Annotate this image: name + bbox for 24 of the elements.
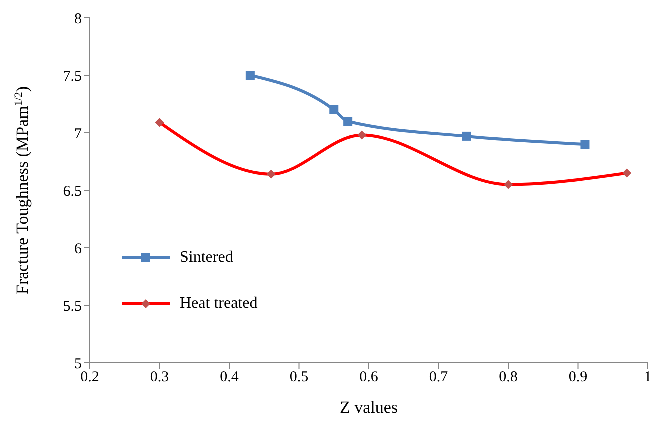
point: [462, 132, 472, 141]
x-tick-label: 0.4: [220, 370, 240, 386]
x-tick-label: 1: [644, 370, 651, 386]
x-tick-label: 0.9: [568, 370, 588, 386]
point: [580, 140, 590, 149]
legend-label: Sintered: [180, 249, 234, 267]
y-tick-label: 7.5: [63, 68, 82, 85]
x-axis-title: Z values: [340, 398, 398, 417]
x-tick-label: 0.2: [80, 370, 100, 386]
x-tick-label: 0.5: [290, 370, 309, 386]
y-tick-label: 6: [74, 241, 82, 258]
y-tick-label: 5: [74, 356, 82, 372]
y-tick-label: 6.5: [63, 184, 82, 200]
y-tick-label: 5.5: [63, 298, 82, 315]
point: [330, 106, 339, 114]
legend-label: Heat treated: [180, 295, 258, 313]
x-tick-label: 0.6: [360, 370, 379, 386]
x-tick-label: 0.7: [429, 370, 449, 386]
point: [344, 117, 353, 126]
x-tick-label: 0.3: [150, 370, 170, 386]
y-tick-label: 8: [74, 11, 82, 28]
x-tick-label: 0.8: [499, 370, 518, 386]
y-tick-label: 7: [74, 126, 82, 142]
point: [246, 71, 255, 80]
